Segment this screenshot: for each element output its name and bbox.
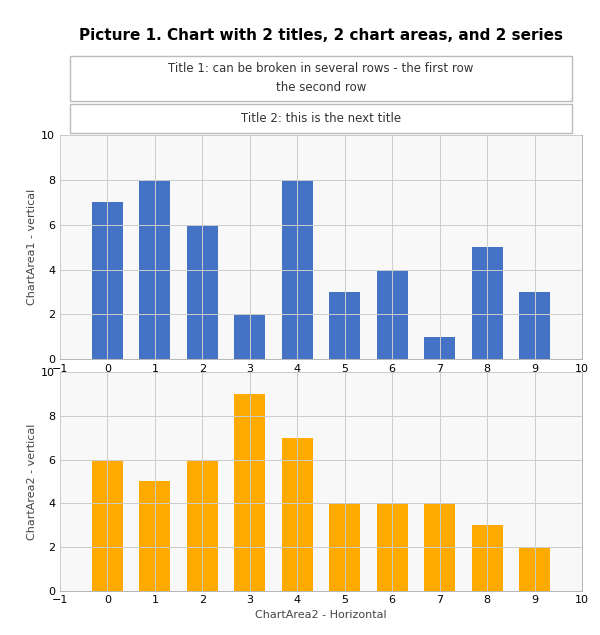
Y-axis label: ChartArea1 - vertical: ChartArea1 - vertical <box>27 189 37 305</box>
Bar <box>235 314 265 359</box>
Bar <box>92 460 123 591</box>
Y-axis label: ChartArea2 - vertical: ChartArea2 - vertical <box>27 423 37 540</box>
Text: Title 2: this is the next title: Title 2: this is the next title <box>241 112 401 125</box>
Bar <box>187 460 218 591</box>
FancyBboxPatch shape <box>70 104 572 133</box>
Bar <box>424 337 455 359</box>
Bar <box>282 438 313 591</box>
Bar <box>377 269 407 359</box>
Bar <box>472 525 503 591</box>
X-axis label: ChartArea2 - Horizontal: ChartArea2 - Horizontal <box>255 610 387 620</box>
Bar <box>139 180 170 359</box>
Bar <box>235 394 265 591</box>
Text: Picture 1. Chart with 2 titles, 2 chart areas, and 2 series: Picture 1. Chart with 2 titles, 2 chart … <box>79 28 563 43</box>
Bar <box>519 292 550 359</box>
Bar <box>377 503 407 591</box>
X-axis label: ChartArea1 - Horizontal: ChartArea1 - Horizontal <box>255 378 387 389</box>
Bar <box>519 547 550 591</box>
Bar <box>424 503 455 591</box>
Bar <box>187 225 218 359</box>
FancyBboxPatch shape <box>70 57 572 100</box>
Bar <box>139 481 170 591</box>
Bar <box>329 292 360 359</box>
Bar <box>282 180 313 359</box>
Bar <box>92 202 123 359</box>
Bar <box>472 247 503 359</box>
Text: Title 1: can be broken in several rows - the first row
the second row: Title 1: can be broken in several rows -… <box>169 62 473 93</box>
Bar <box>329 503 360 591</box>
